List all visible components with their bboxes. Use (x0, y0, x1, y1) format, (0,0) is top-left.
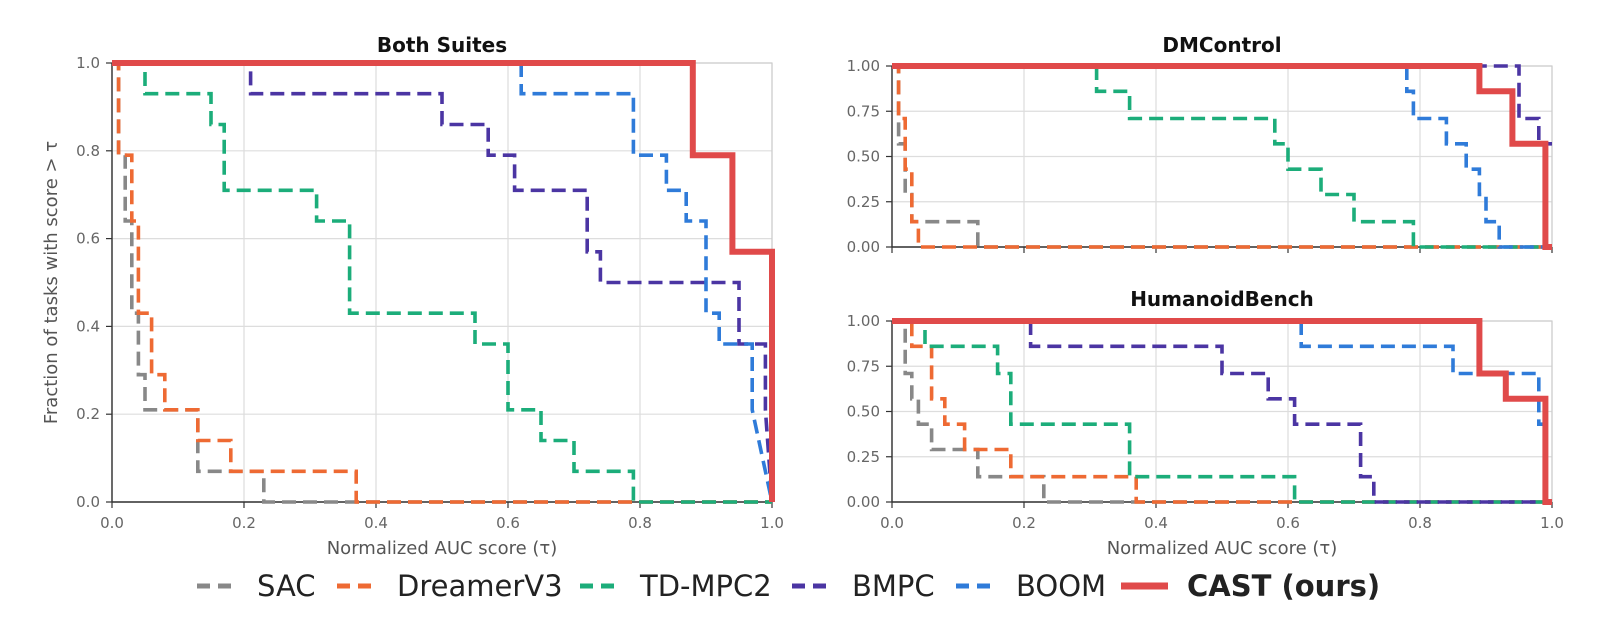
chart-title: Both Suites (377, 33, 507, 57)
series-line-cast-ours- (892, 318, 1552, 505)
chart-panel-1: 0.00 0.25 0.50 0.75 1.00 DMControl (847, 33, 1553, 256)
x-tick-label: 0.2 (232, 514, 256, 532)
series-line-bmpc (112, 61, 774, 503)
x-axis-label: Normalized AUC score (τ) (327, 538, 558, 559)
legend: SAC DreamerV3 TD-MPC2 BMPC BOOM CAST (ours) (197, 569, 1380, 603)
x-tick-label: 0.4 (1144, 514, 1168, 532)
x-tick-label: 1.0 (760, 514, 784, 532)
chart-panel-0: 0.0 0.2 0.4 0.6 0.8 1.0 0.0 0.2 0.4 0.6 0.8 1.0 Both… (41, 33, 784, 559)
series-line-cast-ours- (112, 60, 775, 502)
x-tick-label: 0.6 (1276, 514, 1300, 532)
series-line-td-mpc2 (112, 61, 772, 504)
legend-label: BOOM (1016, 569, 1106, 603)
y-tick-label: 0.50 (847, 403, 880, 421)
chart-title: DMControl (1162, 33, 1281, 57)
x-axis-label: Normalized AUC score (τ) (1107, 538, 1338, 559)
series-line-boom (519, 63, 774, 503)
y-tick-label: 0.25 (847, 193, 880, 211)
chart-panel-2: 0.0 0.2 0.4 0.6 0.8 1.0 0.00 0.25 0.50 0.75 1.00 Hu… (847, 287, 1564, 559)
x-tick-label: 1.0 (1540, 514, 1564, 532)
series-line-dreamerv3 (892, 64, 1552, 249)
legend-label: BMPC (852, 569, 935, 603)
y-tick-label: 0.75 (847, 357, 880, 375)
series-line-td-mpc2 (892, 319, 1552, 504)
legend-label: SAC (257, 569, 316, 603)
x-tick-label: 0.8 (1408, 514, 1432, 532)
y-tick-label: 0.8 (76, 142, 100, 160)
series-line-dreamerv3 (892, 319, 1552, 504)
y-axis-label: Fraction of tasks with score > τ (41, 141, 62, 424)
x-tick-label: 0.2 (1012, 514, 1036, 532)
series-line-boom (1299, 321, 1552, 427)
legend-label: TD-MPC2 (639, 569, 772, 603)
y-tick-label: 1.0 (76, 54, 100, 72)
x-tick-label: 0.0 (100, 514, 124, 532)
series-line-boom (1405, 66, 1552, 249)
series-line-cast-ours- (892, 63, 1552, 250)
y-tick-label: 0.6 (76, 230, 100, 248)
series-line-bmpc (1028, 321, 1552, 504)
y-tick-label: 0.00 (847, 493, 880, 511)
y-tick-label: 0.2 (76, 405, 100, 423)
y-tick-label: 0.4 (76, 317, 100, 335)
legend-label: DreamerV3 (397, 569, 563, 603)
chart-title: HumanoidBench (1130, 287, 1314, 311)
y-tick-label: 0.50 (847, 148, 880, 166)
y-tick-label: 0.0 (76, 493, 100, 511)
x-tick-label: 0.0 (880, 514, 904, 532)
x-tick-label: 0.4 (364, 514, 388, 532)
series-line-bmpc (1472, 64, 1552, 146)
x-tick-label: 0.8 (628, 514, 652, 532)
series-line-td-mpc2 (1094, 66, 1552, 249)
y-tick-label: 0.75 (847, 102, 880, 120)
y-tick-label: 0.25 (847, 448, 880, 466)
legend-label: CAST (ours) (1187, 569, 1380, 603)
y-tick-label: 1.00 (847, 57, 880, 75)
y-tick-label: 1.00 (847, 312, 880, 330)
y-tick-label: 0.00 (847, 238, 880, 256)
series-line-dreamerv3 (112, 61, 772, 504)
x-tick-label: 0.6 (496, 514, 520, 532)
